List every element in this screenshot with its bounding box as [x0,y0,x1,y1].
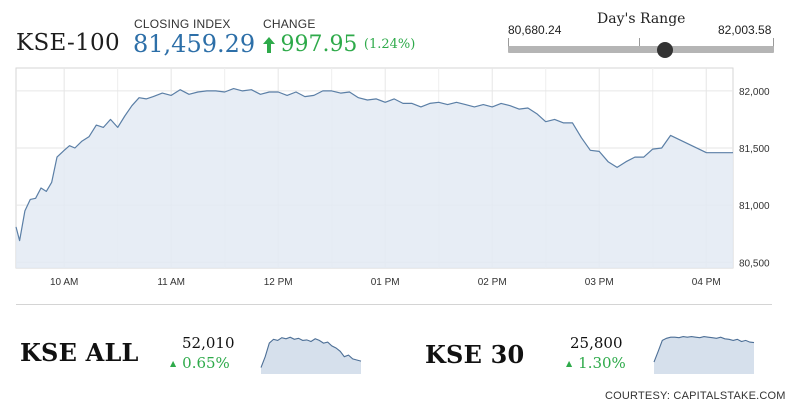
range-tick-left [508,38,509,48]
kse-30-change-value: 1.30% [578,354,626,372]
closing-index-label: CLOSING INDEX [134,17,231,31]
x-tick-label: 02 PM [478,277,507,288]
range-tick-middle [639,38,640,48]
y-tick-label: 81,000 [739,201,770,212]
sparkline-line [260,336,362,368]
change-block: 997.95 (1.24%) [262,32,415,57]
range-tick-right [773,38,774,48]
triangle-up-icon: ▲ [566,359,573,368]
days-range-title: Day's Range [597,11,686,27]
kse-all-change: ▲ 0.65% [170,354,230,372]
x-tick-label: 10 AM [50,277,78,288]
series-area [16,88,733,268]
y-tick-label: 82,000 [739,87,770,98]
change-label: CHANGE [263,17,316,31]
y-tick-label: 80,500 [739,258,770,269]
x-tick-label: 04 PM [692,277,721,288]
kse-all-value: 52,010 [182,334,235,352]
kse-30-value: 25,800 [570,334,623,352]
series-line [15,88,734,242]
x-tick-label: 01 PM [371,277,400,288]
x-tick-label: 12 PM [264,277,293,288]
change-percent: (1.24%) [363,37,416,52]
arrow-up-icon [263,36,275,53]
intraday-chart: 10 AM 11 AM 12 PM 01 PM 02 PM 03 PM 04 PM 80,50… [15,67,770,288]
days-range-track [508,46,774,53]
index-name: KSE-100 [16,30,120,56]
kse-30-change: ▲ 1.30% [566,354,626,372]
days-range-marker [656,42,673,58]
kse-30-name: KSE 30 [425,340,525,369]
closing-index-value: 81,459.29 [133,30,256,58]
y-tick-label: 81,500 [739,144,770,155]
kse-all-name: KSE ALL [20,338,139,367]
x-tick-label: 11 AM [157,277,185,288]
days-range-low: 80,680.24 [508,23,562,37]
section-divider [16,304,772,305]
sparkline-area [654,336,754,374]
triangle-up-icon: ▲ [170,359,177,368]
change-value: 997.95 [280,32,358,57]
kse-30-sparkline [653,336,755,374]
courtesy-credit: COURTESY: CAPITALSTAKE.COM [605,390,786,402]
sparkline-area [261,337,361,374]
days-range-high: 82,003.58 [718,23,772,37]
kse-all-sparkline [260,336,362,374]
x-tick-label: 03 PM [585,277,614,288]
kse-all-change-value: 0.65% [182,354,230,372]
sparkline-line [653,336,755,363]
